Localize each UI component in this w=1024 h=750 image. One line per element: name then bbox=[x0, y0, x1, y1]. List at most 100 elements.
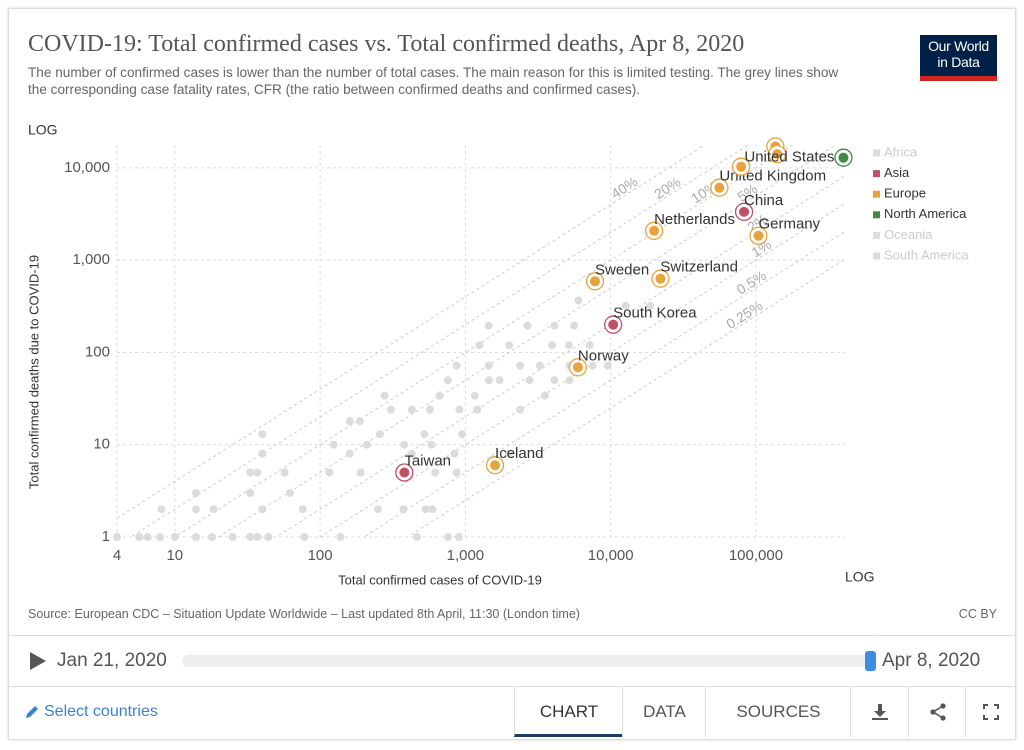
point bbox=[450, 449, 459, 458]
point-label: South Korea bbox=[613, 305, 697, 322]
point bbox=[170, 533, 179, 541]
point bbox=[246, 468, 255, 477]
logo[interactable]: Our World in Data bbox=[920, 35, 997, 81]
download-button[interactable] bbox=[850, 687, 909, 737]
legend-swatch bbox=[873, 231, 880, 239]
point bbox=[570, 321, 579, 330]
point bbox=[356, 468, 365, 477]
x-tick-label: 1,000 bbox=[447, 547, 485, 564]
point bbox=[420, 430, 429, 439]
point bbox=[280, 468, 289, 477]
legend-swatch bbox=[873, 190, 880, 198]
legend-swatch bbox=[873, 170, 880, 178]
tab-data[interactable]: DATA bbox=[622, 687, 706, 737]
play-button[interactable] bbox=[28, 652, 48, 672]
point bbox=[585, 341, 594, 350]
divider bbox=[9, 686, 1015, 687]
highlighted-point bbox=[731, 157, 751, 176]
point bbox=[574, 296, 583, 305]
x-tick-label: 10 bbox=[166, 547, 183, 564]
point bbox=[564, 341, 573, 350]
point bbox=[285, 488, 294, 497]
point bbox=[425, 405, 434, 414]
point-dot bbox=[655, 273, 666, 284]
point bbox=[565, 376, 574, 385]
tab-sources[interactable]: SOURCES bbox=[705, 687, 851, 737]
point-dot bbox=[739, 206, 750, 217]
highlighted-point bbox=[834, 148, 853, 167]
point bbox=[192, 505, 201, 514]
point-label: Norway bbox=[578, 347, 629, 364]
point bbox=[264, 533, 273, 541]
point bbox=[373, 505, 382, 514]
point bbox=[550, 321, 559, 330]
point bbox=[380, 391, 389, 400]
point-label: Germany bbox=[758, 216, 820, 233]
point bbox=[548, 341, 557, 350]
point-label: Sweden bbox=[595, 261, 649, 278]
point bbox=[300, 533, 309, 541]
legend-swatch bbox=[873, 149, 880, 157]
point bbox=[455, 405, 464, 414]
legend-label: Asia bbox=[884, 165, 910, 180]
point-dot bbox=[838, 152, 849, 163]
share-icon bbox=[929, 703, 946, 721]
point-label: Netherlands bbox=[654, 211, 735, 228]
cfr-label: 0.5% bbox=[734, 267, 770, 298]
legend-label: North America bbox=[884, 206, 967, 221]
timeline-handle[interactable] bbox=[865, 651, 876, 671]
tab-chart[interactable]: CHART bbox=[514, 687, 623, 737]
point bbox=[399, 505, 408, 514]
highlighted-point bbox=[644, 221, 664, 240]
point bbox=[550, 376, 559, 385]
point bbox=[458, 430, 467, 439]
point bbox=[540, 391, 549, 400]
point bbox=[470, 391, 479, 400]
x-tick-label: 4 bbox=[113, 547, 121, 564]
legend-label: Europe bbox=[884, 186, 926, 201]
point bbox=[143, 533, 152, 541]
share-button[interactable] bbox=[908, 687, 966, 737]
y-scale-label: LOG bbox=[28, 122, 58, 138]
point bbox=[258, 505, 267, 514]
point bbox=[192, 533, 201, 541]
point bbox=[253, 468, 262, 477]
cfr-line bbox=[275, 175, 845, 537]
x-axis-title: Total confirmed cases of COVID-19 bbox=[338, 572, 542, 587]
point bbox=[427, 440, 436, 449]
point bbox=[428, 505, 437, 514]
point bbox=[135, 533, 144, 541]
point-label: Taiwan bbox=[404, 452, 451, 469]
point-dot bbox=[399, 467, 410, 478]
point bbox=[516, 405, 525, 414]
point bbox=[603, 361, 612, 370]
point bbox=[362, 440, 371, 449]
point-dot bbox=[714, 182, 725, 193]
point-label: China bbox=[744, 192, 784, 209]
point bbox=[452, 468, 461, 477]
chart-card bbox=[8, 8, 1016, 740]
point bbox=[646, 301, 655, 310]
point bbox=[325, 468, 334, 477]
highlighted-point bbox=[651, 269, 670, 288]
point-dot bbox=[736, 161, 747, 172]
point bbox=[246, 533, 255, 541]
point bbox=[345, 449, 354, 458]
timeline-track[interactable] bbox=[182, 655, 872, 667]
point bbox=[207, 533, 216, 541]
download-icon bbox=[872, 704, 888, 720]
point bbox=[113, 533, 121, 541]
y-tick-label: 1 bbox=[102, 528, 110, 545]
highlighted-point bbox=[710, 178, 729, 197]
fullscreen-button[interactable] bbox=[965, 687, 1016, 737]
point bbox=[535, 361, 544, 370]
legend-label: South America bbox=[884, 247, 969, 262]
y-tick-label: 100 bbox=[85, 343, 110, 360]
fullscreen-icon bbox=[983, 704, 999, 720]
select-countries[interactable]: Select countries bbox=[24, 703, 158, 721]
highlighted-point bbox=[734, 202, 754, 221]
license[interactable]: CC BY bbox=[958, 607, 997, 621]
point bbox=[155, 533, 164, 541]
